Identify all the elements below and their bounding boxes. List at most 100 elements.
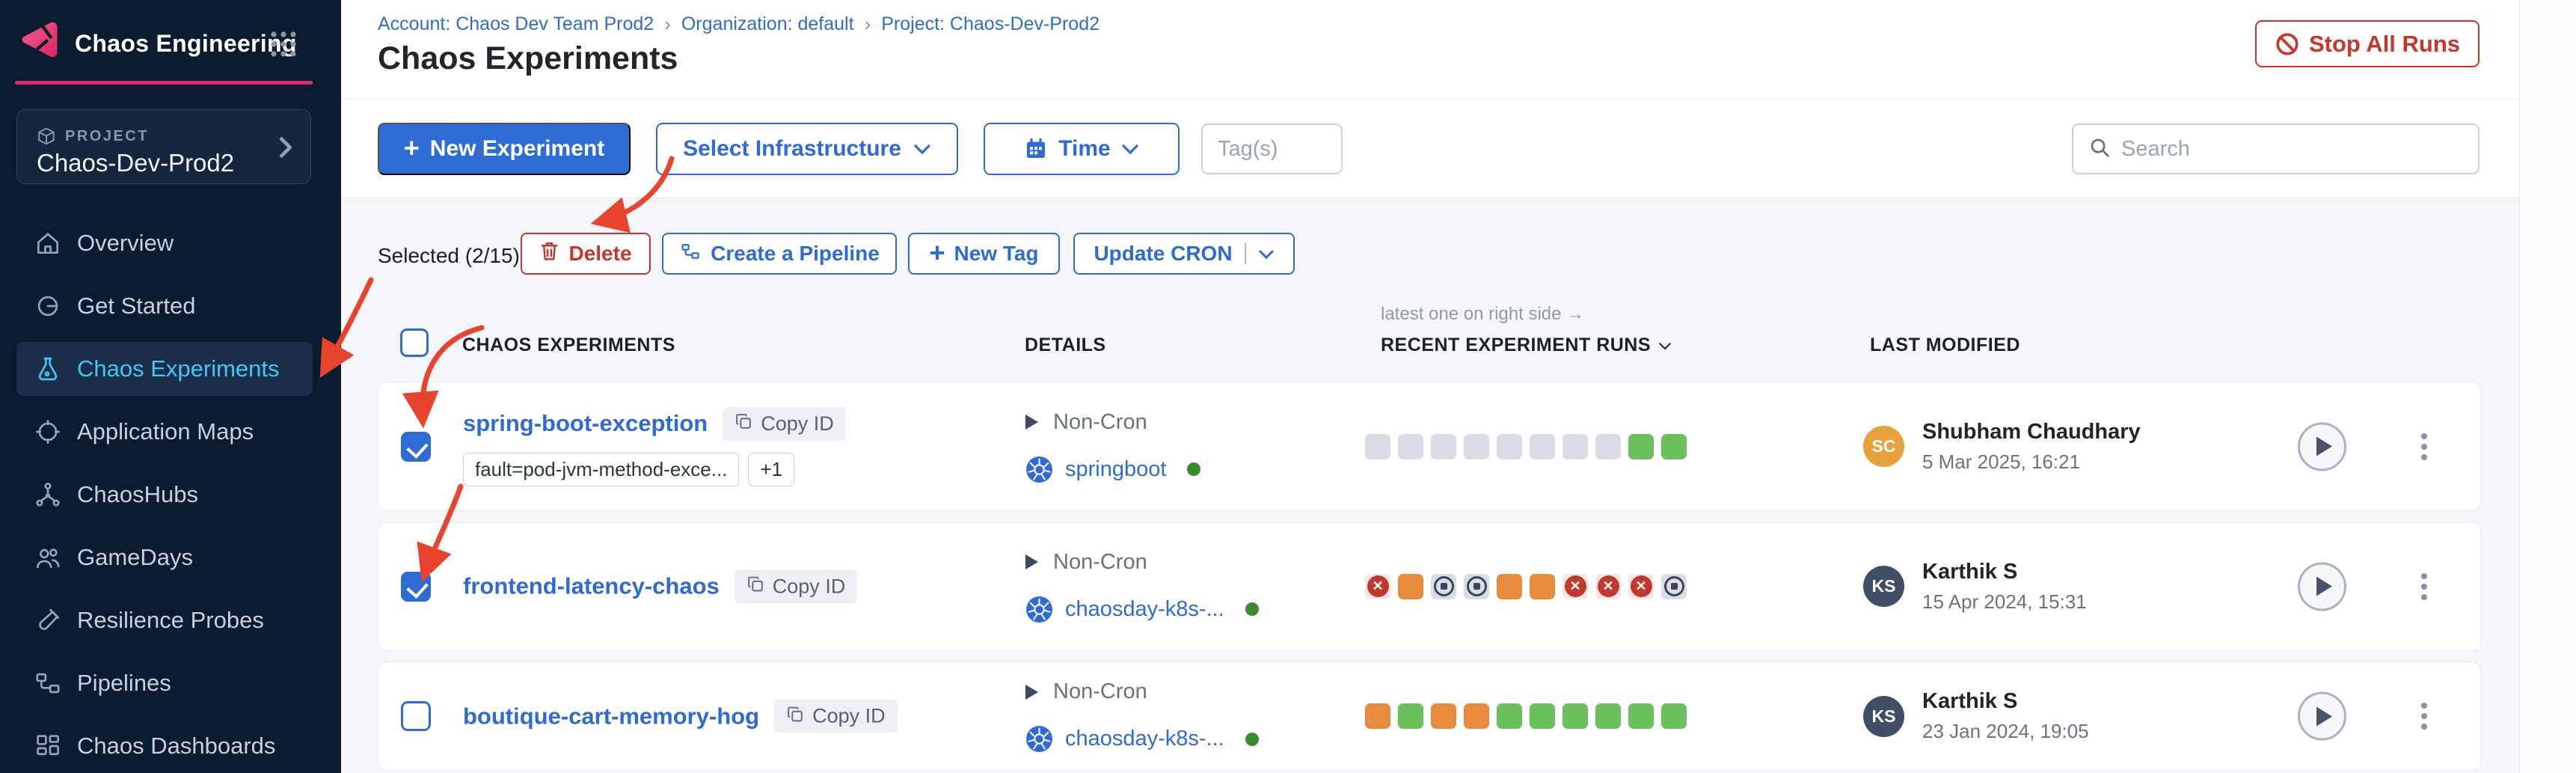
infrastructure-link[interactable]: chaosday-k8s-... — [1065, 596, 1224, 621]
run-status-aborted[interactable] — [1530, 573, 1555, 599]
copy-id-label: Copy ID — [772, 575, 846, 597]
chevron-down-icon[interactable] — [1258, 242, 1275, 266]
run-status-passed[interactable] — [1661, 433, 1687, 459]
sidebar-item-chaos-dashboards[interactable]: Chaos Dashboards — [16, 719, 313, 773]
breadcrumb-link[interactable]: Project: Chaos-Dev-Prod2 — [881, 13, 1100, 34]
run-status-aborted[interactable] — [1365, 703, 1390, 729]
tags-filter-input[interactable] — [1218, 136, 1326, 162]
experiment-details: Non-Cron chaosday-k8s-... — [1025, 679, 1259, 753]
run-status-passed[interactable] — [1497, 703, 1522, 729]
run-status-na[interactable] — [1563, 433, 1588, 459]
infrastructure-link[interactable]: springboot — [1065, 456, 1167, 481]
schedule-expander[interactable]: Non-Cron — [1025, 410, 1200, 435]
copy-id-button[interactable]: Copy ID — [774, 699, 898, 733]
sidebar: Chaos Engineering PROJECT Chaos-Dev-Prod… — [0, 0, 341, 773]
experiment-name-link[interactable]: boutique-cart-memory-hog — [463, 703, 760, 729]
run-status-aborted[interactable] — [1398, 573, 1423, 599]
runs-order-hint: latest one on right side → — [1381, 304, 1585, 324]
new-tag-label: New Tag — [954, 242, 1039, 265]
project-selector[interactable]: PROJECT Chaos-Dev-Prod2 — [16, 109, 311, 184]
sidebar-item-resilience-probes[interactable]: Resilience Probes — [16, 593, 313, 647]
column-header-experiments[interactable]: CHAOS EXPERIMENTS — [462, 334, 675, 355]
row-checkbox[interactable] — [401, 701, 431, 731]
harness-chaos-logo-icon — [18, 19, 60, 61]
run-status-passed[interactable] — [1661, 703, 1687, 729]
run-experiment-button[interactable] — [2298, 422, 2346, 471]
sidebar-item-chaos-experiments[interactable]: Chaos Experiments — [16, 342, 313, 396]
play-icon — [2316, 706, 2332, 726]
new-tag-button[interactable]: + New Tag — [908, 233, 1060, 275]
failed-x-icon: ✕ — [1367, 575, 1389, 597]
sidebar-item-chaoshubs[interactable]: ChaosHubs — [16, 468, 313, 522]
chevron-down-icon — [913, 136, 931, 162]
run-status-aborted[interactable] — [1464, 703, 1489, 729]
row-menu-button[interactable] — [2417, 698, 2432, 734]
create-pipeline-button[interactable]: Create a Pipeline — [662, 233, 897, 275]
infrastructure-link[interactable]: chaosday-k8s-... — [1065, 727, 1224, 751]
stop-all-runs-button[interactable]: Stop All Runs — [2254, 20, 2480, 67]
copy-id-label: Copy ID — [761, 412, 834, 435]
new-experiment-button[interactable]: + New Experiment — [378, 123, 631, 175]
schedule-expander[interactable]: Non-Cron — [1025, 679, 1259, 704]
tag-chip[interactable]: +1 — [748, 452, 795, 486]
play-icon — [2316, 576, 2332, 596]
copy-id-button[interactable]: Copy ID — [734, 569, 858, 603]
row-menu-button[interactable] — [2417, 569, 2432, 605]
pipeline-icon — [679, 241, 702, 267]
experiment-name-link[interactable]: spring-boot-exception — [463, 410, 708, 436]
breadcrumb-link[interactable]: Account: Chaos Dev Team Prod2 — [378, 13, 654, 34]
run-status-failed[interactable]: ✕ — [1365, 573, 1390, 599]
sidebar-item-gamedays[interactable]: GameDays — [16, 531, 313, 584]
row-checkbox[interactable] — [401, 571, 431, 602]
sidebar-item-overview[interactable]: Overview — [16, 216, 313, 270]
select-infrastructure-dropdown[interactable]: Select Infrastructure — [656, 123, 958, 175]
run-status-stopped[interactable] — [1464, 573, 1489, 599]
search-input[interactable] — [2121, 136, 2463, 162]
run-status-na[interactable] — [1464, 433, 1489, 459]
run-status-failed[interactable]: ✕ — [1595, 573, 1621, 599]
run-status-stopped[interactable] — [1431, 573, 1456, 599]
run-experiment-button[interactable] — [2298, 562, 2346, 611]
run-status-aborted[interactable] — [1431, 703, 1456, 729]
project-label: PROJECT — [65, 127, 149, 144]
run-status-passed[interactable] — [1628, 433, 1654, 459]
run-status-na[interactable] — [1595, 433, 1621, 459]
row-menu-button[interactable] — [2417, 429, 2432, 465]
row-checkbox[interactable] — [401, 431, 431, 462]
run-status-stopped[interactable] — [1661, 573, 1687, 599]
schedule-expander[interactable]: Non-Cron — [1025, 550, 1259, 575]
run-status-na[interactable] — [1398, 433, 1423, 459]
select-all-checkbox[interactable] — [400, 329, 429, 357]
run-status-passed[interactable] — [1595, 703, 1621, 729]
run-status-na[interactable] — [1497, 433, 1522, 459]
copy-icon — [786, 705, 805, 727]
failed-x-icon: ✕ — [1597, 575, 1619, 597]
experiment-name-link[interactable]: frontend-latency-chaos — [463, 572, 720, 599]
dashboard-icon — [34, 732, 62, 760]
run-status-na[interactable] — [1365, 433, 1390, 459]
tag-chip[interactable]: fault=pod-jvm-method-exce... — [463, 452, 740, 486]
run-status-na[interactable] — [1530, 433, 1555, 459]
run-experiment-button[interactable] — [2298, 691, 2346, 741]
column-header-runs[interactable]: RECENT EXPERIMENT RUNS — [1381, 334, 1672, 356]
update-cron-button[interactable]: Update CRON — [1073, 233, 1295, 275]
sidebar-item-pipelines[interactable]: Pipelines — [16, 656, 313, 710]
run-status-aborted[interactable] — [1497, 573, 1522, 599]
infra-active-dot — [1245, 602, 1259, 616]
run-status-failed[interactable]: ✕ — [1563, 573, 1588, 599]
run-status-passed[interactable] — [1563, 703, 1588, 729]
run-status-failed[interactable]: ✕ — [1628, 573, 1654, 599]
plus-icon: + — [929, 236, 945, 268]
sidebar-item-application-maps[interactable]: Application Maps — [16, 405, 313, 459]
time-filter-dropdown[interactable]: Time — [984, 123, 1180, 175]
copy-id-button[interactable]: Copy ID — [723, 406, 846, 441]
sidebar-item-get-started[interactable]: Get Started — [16, 279, 313, 333]
run-status-passed[interactable] — [1398, 703, 1423, 729]
run-status-passed[interactable] — [1628, 703, 1654, 729]
breadcrumb-link[interactable]: Organization: default — [681, 13, 854, 34]
run-status-passed[interactable] — [1530, 703, 1555, 729]
run-status-na[interactable] — [1431, 433, 1456, 459]
module-grid-icon[interactable] — [269, 30, 298, 58]
delete-button[interactable]: Delete — [521, 233, 651, 275]
